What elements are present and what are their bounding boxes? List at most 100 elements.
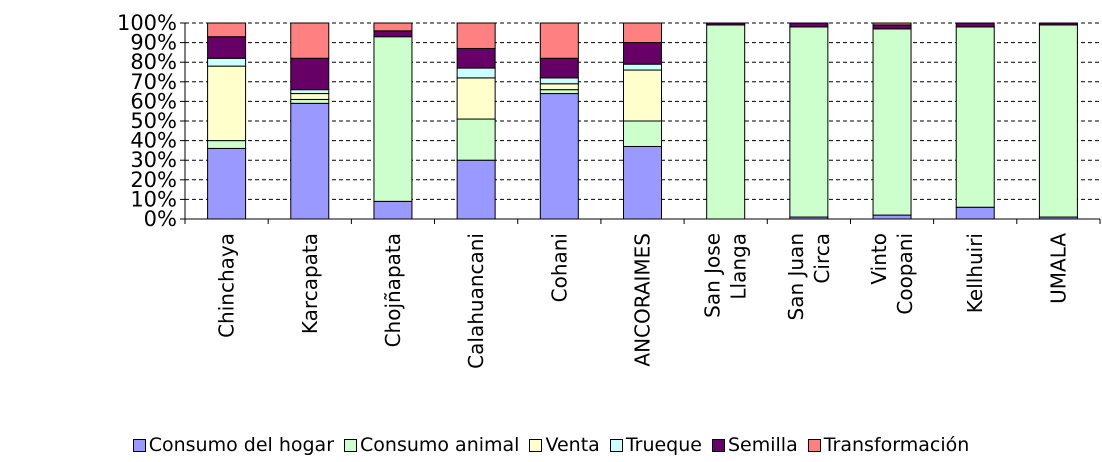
legend-label: Transformación — [823, 434, 970, 456]
bar-segment — [373, 200, 413, 220]
x-tick-label: Vinto — [867, 233, 891, 285]
bar-segment — [456, 118, 496, 161]
bar-segment — [623, 120, 662, 147]
x-category-label: San Juan Circa — [784, 233, 834, 321]
x-tick-label: Kellhuiri — [963, 233, 987, 313]
legend-item: Semilla — [711, 434, 798, 456]
legend-swatch — [609, 438, 623, 452]
legend-item: Consumo del hogar — [132, 434, 335, 456]
bar-segment — [539, 93, 579, 220]
bar-segment — [623, 63, 662, 71]
bar-segment — [539, 57, 579, 79]
legend-label: Venta — [545, 434, 600, 456]
bar-segment — [706, 22, 746, 26]
bar-segment — [955, 22, 995, 28]
x-category-label: Cohani — [547, 233, 571, 302]
bar-segment — [539, 22, 579, 59]
y-tick-label: 50% — [130, 109, 177, 133]
x-category-label: Calahuancani — [464, 233, 488, 369]
bar-segment — [207, 36, 247, 59]
bar-segment — [872, 22, 912, 26]
legend-item: Trueque — [609, 434, 702, 456]
bar-segment — [456, 77, 496, 120]
y-tick-label: 20% — [130, 168, 177, 192]
bar-segment — [290, 93, 330, 100]
legend-item: Consumo animal — [344, 434, 519, 456]
bar-segment — [789, 22, 829, 28]
bar-segment — [789, 26, 829, 218]
legend-swatch — [344, 438, 358, 452]
bar-segment — [290, 22, 330, 59]
x-tick-label: San Juan — [784, 233, 808, 321]
bar-segment — [290, 89, 330, 95]
bar-segment — [1038, 24, 1078, 218]
bar-segment — [290, 102, 330, 220]
x-category-label: Chinchaya — [215, 233, 239, 338]
bar-segment — [539, 77, 579, 85]
bar-segment — [539, 83, 579, 91]
bar-segment — [373, 30, 413, 38]
y-tick-label: 70% — [130, 70, 177, 94]
bar-segment — [872, 214, 912, 220]
bar-segment — [207, 140, 247, 149]
bar-segment — [456, 67, 496, 79]
x-tick-label: Circa — [810, 233, 834, 284]
y-tick-label: 100% — [117, 11, 177, 35]
bar-segment — [1038, 22, 1078, 26]
bar-segment — [623, 145, 662, 220]
x-category-label: Kellhuiri — [963, 233, 987, 313]
x-tick-label: Cohani — [547, 233, 571, 302]
x-category-label: Vinto Coopani — [867, 233, 917, 315]
bar-segment — [623, 22, 662, 44]
x-tick-label: Llanga — [727, 233, 751, 300]
legend-swatch — [529, 438, 543, 452]
bar-segment — [373, 22, 413, 32]
bar-segment — [623, 42, 662, 65]
y-tick-label: 40% — [130, 129, 177, 153]
x-tick-label: Chinchaya — [215, 233, 239, 338]
y-tick-label: 0% — [144, 207, 177, 231]
x-tick-label: Coopani — [893, 233, 917, 315]
legend-label: Semilla — [727, 434, 798, 456]
x-category-label: Chojñapata — [381, 233, 405, 347]
x-tick-label: ANCORAIMES — [631, 233, 655, 367]
bar-segment — [872, 28, 912, 216]
bar-segment — [456, 22, 496, 49]
legend-label: Consumo del hogar — [148, 434, 335, 456]
bar-segment — [955, 26, 995, 208]
x-tick-label: UMALA — [1046, 233, 1070, 304]
bar-segment — [290, 57, 330, 91]
legend-item: Transformación — [807, 434, 970, 456]
legend-label: Consumo animal — [360, 434, 520, 456]
legend-swatch — [807, 438, 821, 452]
bar-segment — [373, 36, 413, 202]
x-tick-label: San Jose — [701, 233, 725, 318]
bar-segment — [456, 47, 496, 69]
x-category-label: ANCORAIMES — [631, 233, 655, 367]
bar-segment — [290, 98, 330, 104]
y-tick-label: 10% — [130, 187, 177, 211]
bar-segment — [207, 147, 247, 220]
legend-swatch — [711, 438, 725, 452]
bar-segment — [456, 159, 496, 220]
x-tick-label: Karcapata — [298, 233, 322, 334]
x-category-label: Karcapata — [298, 233, 322, 334]
bar-segment — [207, 57, 247, 67]
legend-label: Trueque — [625, 434, 702, 456]
y-tick-label: 60% — [130, 89, 177, 113]
chart-legend: Consumo del hogar Consumo animal Venta True… — [0, 434, 1102, 456]
x-tick-label: Calahuancani — [464, 233, 488, 369]
x-tick-label: Chojñapata — [381, 233, 405, 347]
stacked-bar-chart: 0%10%20%30%40%50%60%70%80%90%100% Chincha… — [117, 11, 1101, 369]
x-category-label: San Jose Llanga — [701, 233, 751, 318]
bar-segment — [207, 22, 247, 38]
x-category-label: UMALA — [1046, 233, 1070, 304]
bar-segment — [955, 206, 995, 220]
y-tick-label: 80% — [130, 50, 177, 74]
bar-segment — [872, 24, 912, 30]
bar-segment — [539, 89, 579, 95]
bar-segment — [623, 69, 662, 122]
bar-segment — [207, 65, 247, 142]
legend-item: Venta — [529, 434, 600, 456]
bar-segment — [706, 24, 746, 220]
